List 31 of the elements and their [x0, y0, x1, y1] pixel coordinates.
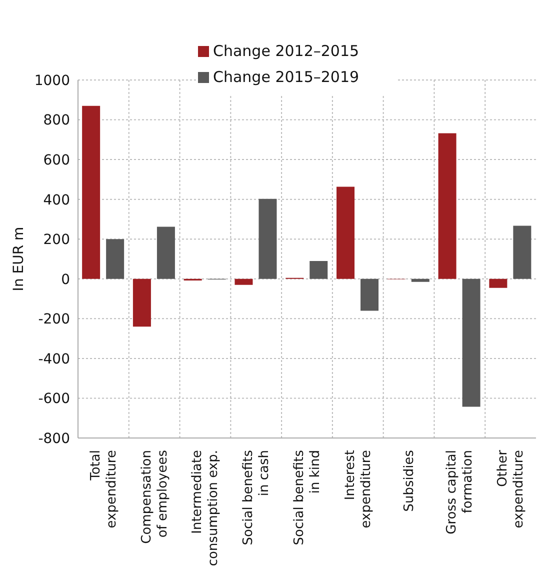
y-tick-label: 1000 — [34, 72, 70, 89]
y-axis-title: In EUR m — [10, 226, 27, 292]
bar — [513, 226, 532, 279]
bar — [106, 239, 124, 279]
x-tick-label: Total expenditure — [88, 450, 120, 528]
y-tick-label: -800 — [38, 430, 70, 447]
bar — [82, 106, 100, 279]
x-tick-label: Intermediate consumption exp. — [190, 450, 222, 566]
bar — [438, 133, 456, 279]
y-tick-label: -200 — [38, 312, 70, 328]
y-tick-label: 200 — [43, 232, 70, 248]
bar — [489, 278, 508, 288]
x-tick-label: Gross capital formation — [444, 450, 476, 534]
bar — [132, 278, 151, 327]
bar — [360, 278, 379, 311]
bar — [462, 278, 480, 407]
bar — [156, 226, 175, 279]
y-tick-label: 800 — [43, 112, 70, 129]
bar — [234, 278, 253, 285]
y-tick-label: -600 — [38, 391, 70, 408]
bar — [411, 278, 430, 282]
bar — [310, 260, 328, 279]
y-tick-label: -400 — [38, 351, 70, 368]
bar — [258, 198, 277, 279]
bar — [336, 186, 355, 279]
y-tick-label: 0 — [61, 272, 70, 288]
y-tick-label: 600 — [43, 152, 70, 169]
x-tick-label: Subsidies — [402, 450, 417, 512]
legend-label: Change 2012–2015 — [213, 42, 360, 60]
y-tick-label: 400 — [43, 192, 70, 208]
legend-label: Change 2015–2019 — [213, 68, 360, 86]
